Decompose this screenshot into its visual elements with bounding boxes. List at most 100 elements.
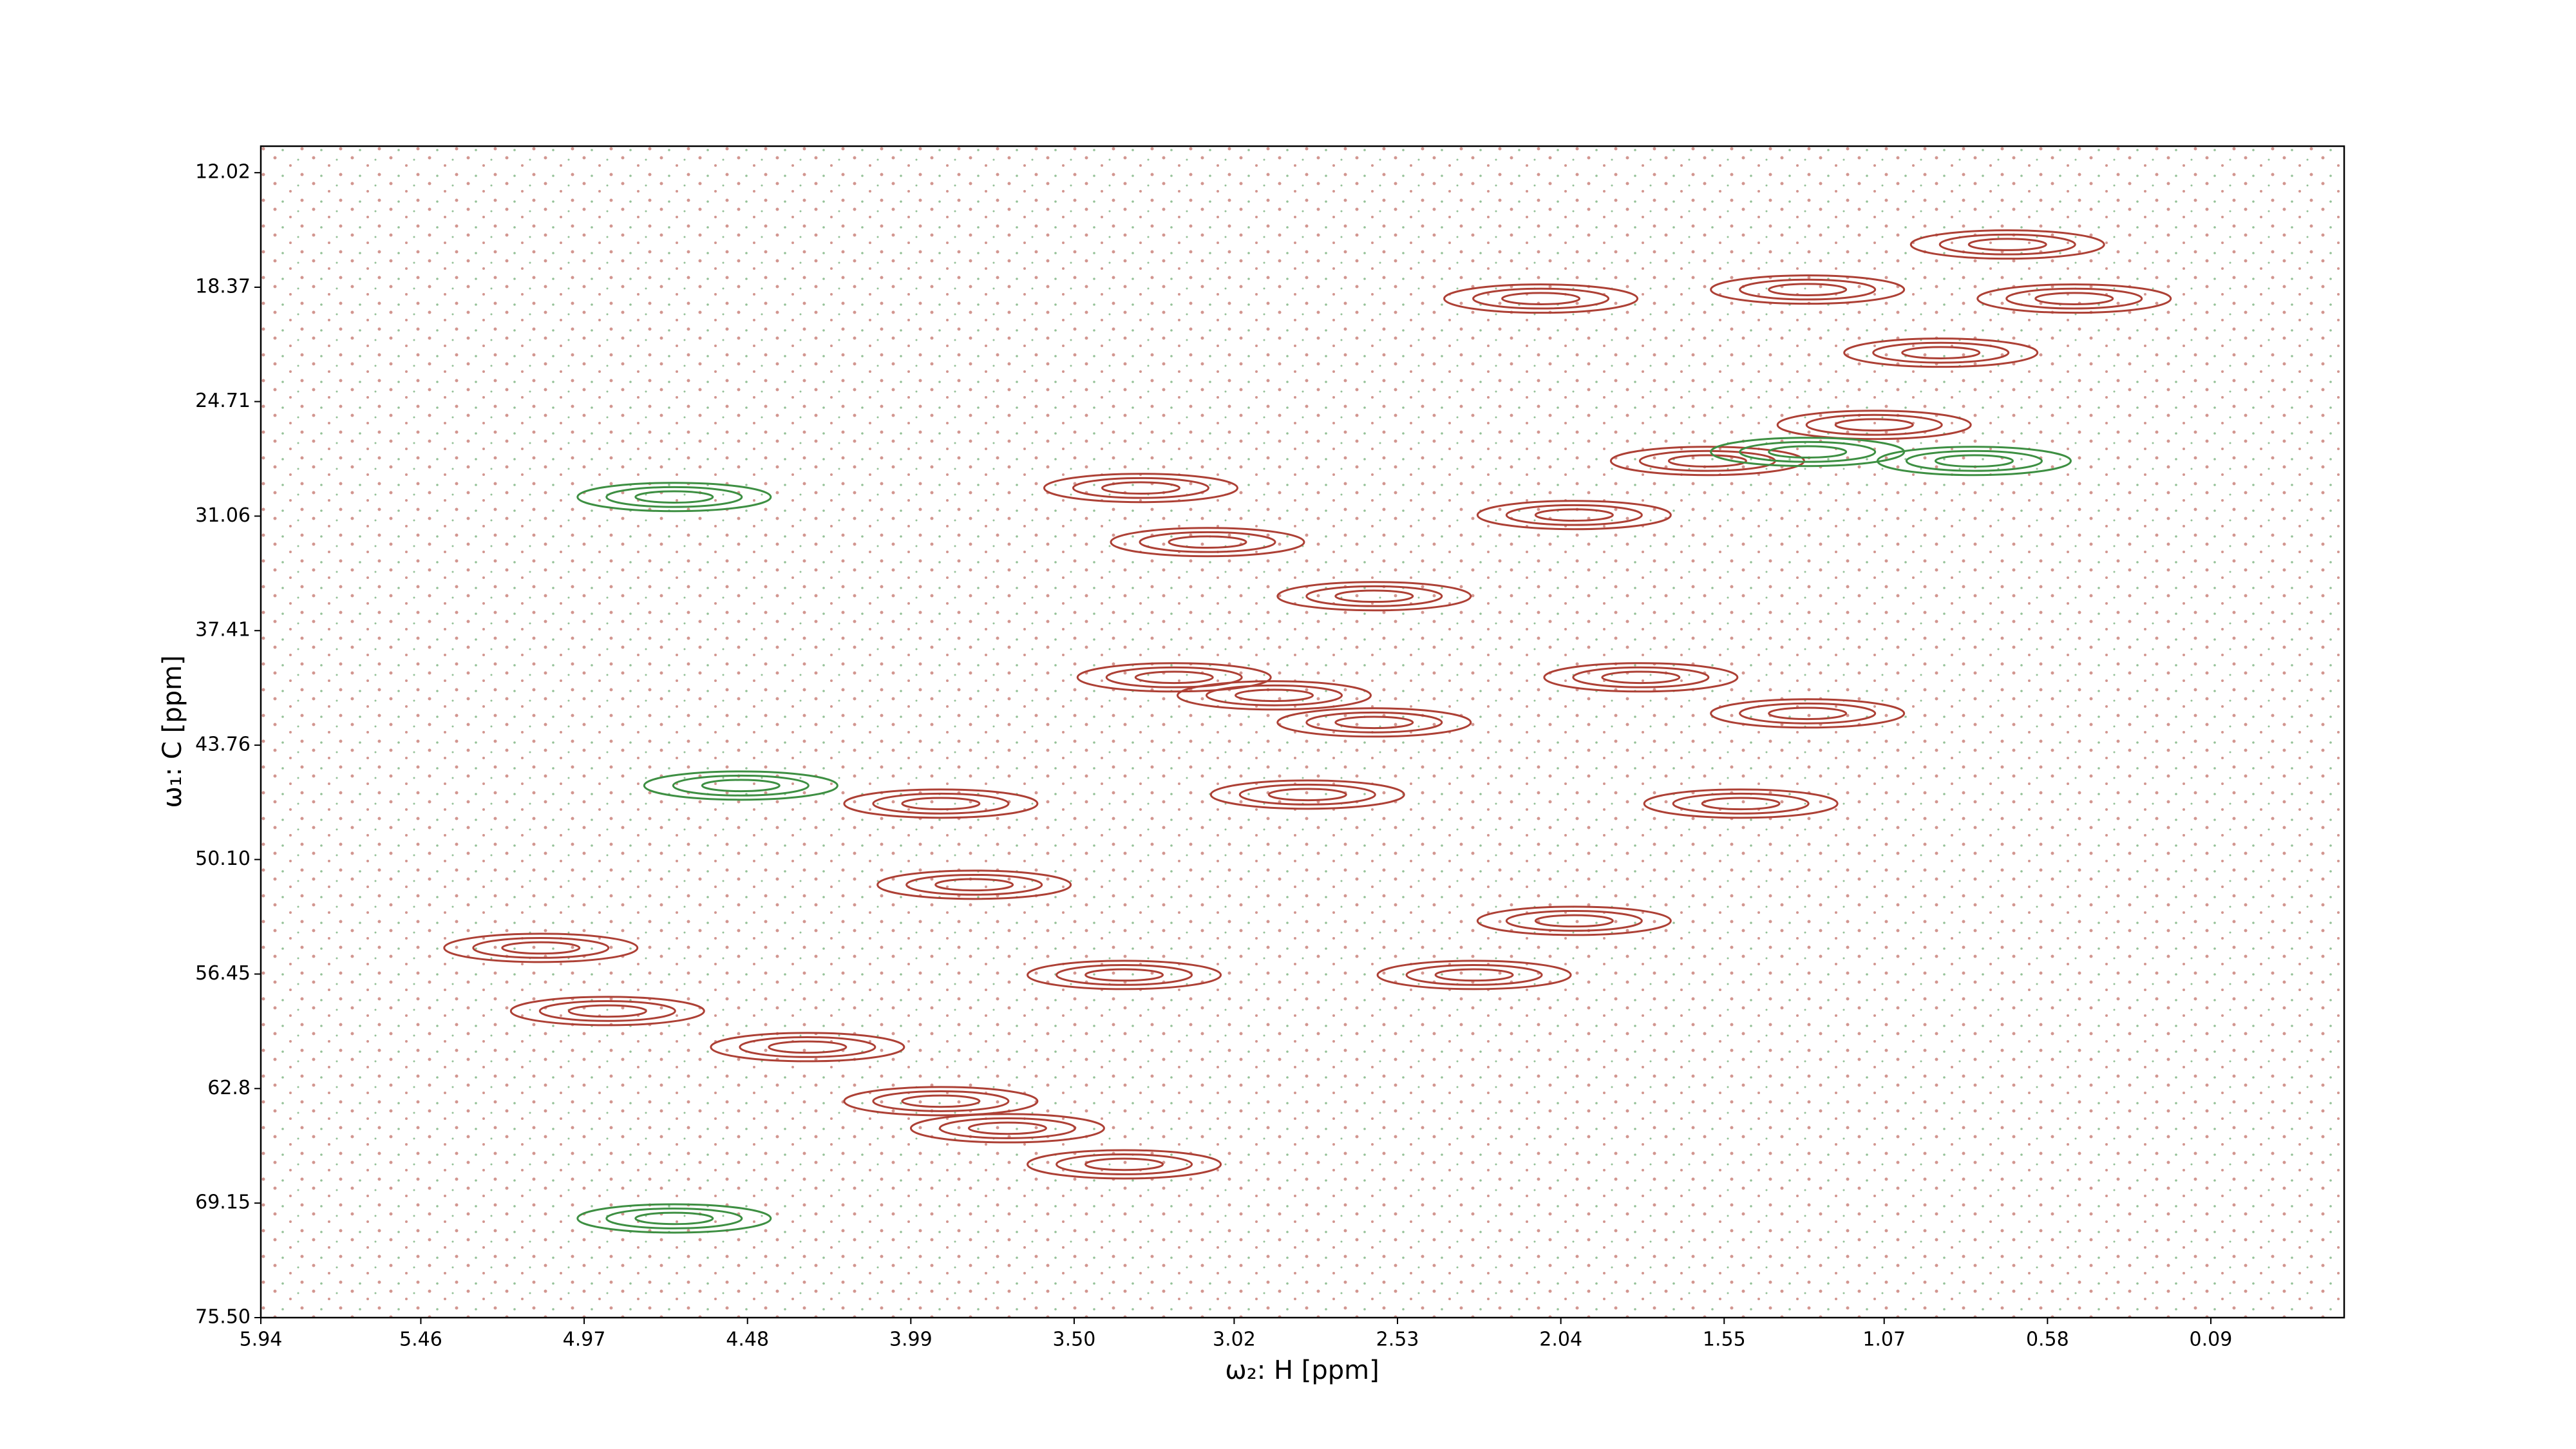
contour-line xyxy=(634,1211,714,1226)
contour-line xyxy=(843,788,1039,819)
peak xyxy=(843,788,1039,819)
contour-line xyxy=(2005,287,2143,310)
contour-line xyxy=(501,941,581,955)
peak xyxy=(576,1203,772,1234)
peak xyxy=(1643,788,1839,819)
peak xyxy=(1027,1149,1222,1180)
contour-line xyxy=(1434,968,1514,982)
contour-line xyxy=(1472,287,1610,310)
peak xyxy=(1876,446,2072,477)
contour-line xyxy=(1843,337,2039,368)
contour-line xyxy=(1177,680,1372,711)
peak xyxy=(1909,229,2105,260)
contour-line xyxy=(1084,968,1164,982)
contour-line xyxy=(1643,788,1839,819)
contour-line xyxy=(1976,283,2172,314)
peak xyxy=(1209,779,1405,810)
contour-line xyxy=(1168,535,1247,549)
y-tick-label: 75.50 xyxy=(195,1306,251,1329)
x-axis-label: ω₂: H [ppm] xyxy=(1225,1356,1379,1385)
contour-line xyxy=(1938,233,2076,256)
x-tick-label: 3.02 xyxy=(1213,1329,1256,1351)
contour-line xyxy=(701,779,781,793)
peak xyxy=(1276,707,1472,738)
peak xyxy=(1543,662,1739,693)
contour-line xyxy=(1667,454,1747,468)
y-axis-label: ω₁: C [ppm] xyxy=(158,655,187,808)
peak xyxy=(1076,662,1272,693)
contour-line xyxy=(1739,440,1877,463)
contour-line xyxy=(472,936,610,959)
x-tick-label: 5.46 xyxy=(399,1329,442,1351)
contour-line xyxy=(1072,477,1209,499)
contour-line xyxy=(934,878,1014,892)
peak xyxy=(1276,581,1472,612)
contour-line xyxy=(1043,473,1238,504)
contour-line xyxy=(2034,292,2114,305)
contour-line xyxy=(1276,581,1472,612)
contour-line xyxy=(1768,283,1848,296)
plot-frame xyxy=(260,145,2345,1319)
contour-line xyxy=(605,1208,743,1229)
peak xyxy=(1976,283,2172,314)
peak xyxy=(1476,905,1672,936)
contour-line xyxy=(843,1086,1039,1117)
contour-line xyxy=(1701,797,1781,811)
contour-line xyxy=(1209,779,1405,810)
contour-line xyxy=(1909,229,2105,260)
peak xyxy=(1476,500,1672,531)
y-tick-label: 37.41 xyxy=(195,619,251,641)
contour-line xyxy=(1710,274,1906,305)
y-tick-label: 18.37 xyxy=(195,276,251,298)
contour-line xyxy=(739,1036,876,1058)
x-tick-label: 3.50 xyxy=(1053,1329,1096,1351)
x-tick-label: 2.04 xyxy=(1539,1329,1582,1351)
contour-line xyxy=(576,482,772,513)
peak xyxy=(1043,473,1238,504)
contour-line xyxy=(1876,446,2072,477)
peak xyxy=(710,1032,905,1063)
y-tick-label: 24.71 xyxy=(195,390,251,412)
contour-line xyxy=(768,1040,848,1054)
contour-line xyxy=(1672,792,1810,815)
contour-line xyxy=(1543,662,1739,693)
x-tick-label: 4.97 xyxy=(563,1329,606,1351)
contour-line xyxy=(1405,963,1543,986)
y-tick-label: 31.06 xyxy=(195,504,251,527)
contour-line xyxy=(672,774,810,797)
x-tick-label: 3.99 xyxy=(889,1329,933,1351)
contour-line xyxy=(538,999,676,1022)
contour-line xyxy=(1601,670,1681,685)
contour-line xyxy=(901,1094,981,1108)
peak xyxy=(1443,283,1639,314)
peak xyxy=(643,770,838,801)
contour-line xyxy=(1084,1157,1164,1171)
contour-line xyxy=(1739,702,1877,724)
peak xyxy=(576,482,772,513)
contour-line xyxy=(1305,585,1443,607)
x-tick-label: 1.07 xyxy=(1862,1329,1906,1351)
contour-line xyxy=(1238,783,1376,806)
peak xyxy=(909,1113,1105,1144)
peak xyxy=(1027,960,1222,990)
contour-line xyxy=(1276,707,1472,738)
contour-line xyxy=(1505,504,1643,526)
contour-line xyxy=(1105,666,1243,688)
contour-line xyxy=(1572,666,1710,688)
contour-line xyxy=(1305,711,1443,734)
contour-line xyxy=(710,1032,905,1063)
contour-line xyxy=(1376,960,1572,990)
contour-line xyxy=(938,1117,1076,1139)
contour-line xyxy=(1776,410,1972,440)
contour-line xyxy=(567,1004,647,1018)
contour-line xyxy=(901,797,981,811)
y-tick-label: 62.8 xyxy=(207,1077,251,1099)
contour-line xyxy=(1834,418,1914,431)
contour-line xyxy=(1110,527,1305,558)
contour-line xyxy=(1872,341,2010,364)
contour-line xyxy=(634,490,714,504)
contour-line xyxy=(1534,508,1614,522)
contour-line xyxy=(876,869,1072,900)
contour-line xyxy=(1534,914,1614,928)
